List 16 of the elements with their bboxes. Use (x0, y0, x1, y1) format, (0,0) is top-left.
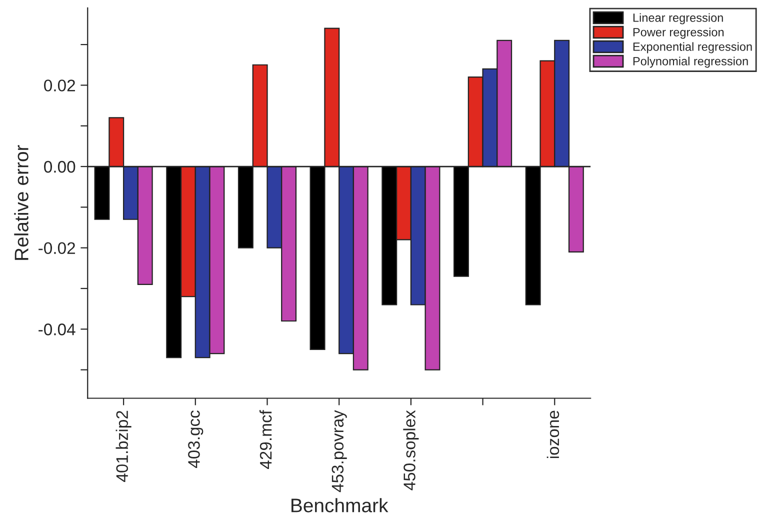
legend-label: Power regression (633, 28, 724, 39)
x-tick-label: 401.bzip2 (116, 410, 132, 482)
x-tick-label: 453.povray (332, 410, 347, 492)
x-tick-label: 450.soplex (403, 410, 419, 490)
x-tick-label: iozone (546, 410, 560, 458)
legend-label: Polynomial regression (633, 56, 748, 68)
y-tick-label: -0.04 (38, 324, 76, 336)
x-tick-label: 403.gcc (188, 410, 204, 468)
y-tick-label: 0.00 (44, 160, 76, 173)
x-tick-label: 429.mcf (259, 410, 272, 469)
y-axis-title: Relative error (14, 145, 28, 260)
x-axis-title: Benchmark (292, 498, 388, 512)
y-tick-label: -0.02 (38, 242, 75, 254)
y-tick-label: 0.02 (44, 80, 75, 92)
legend-label: Linear regression (633, 13, 723, 24)
legend-label: Exponential regression (633, 42, 752, 54)
